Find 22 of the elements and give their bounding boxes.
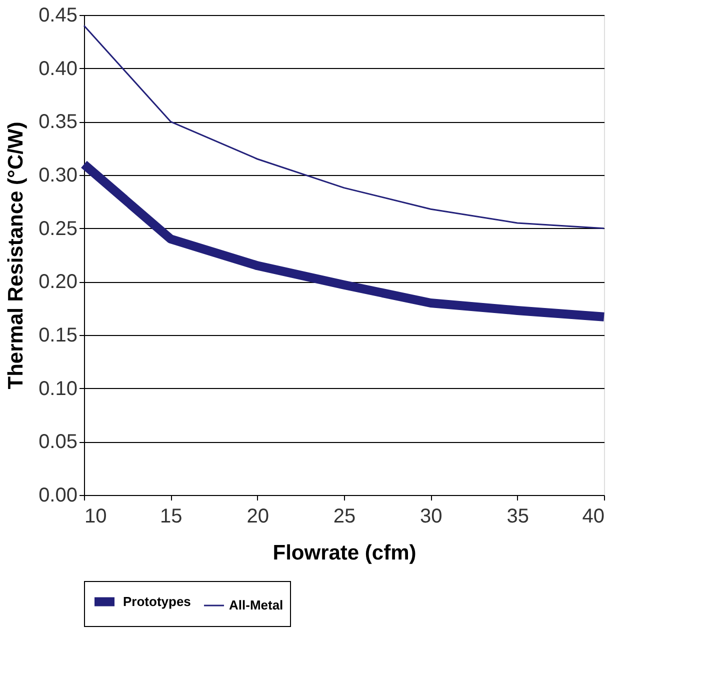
legend-label: Prototypes [123,594,191,609]
y-tick-label: 0.30 [38,164,78,186]
x-tick-label: 35 [506,506,529,528]
y-tick-label: 0.45 [38,4,78,26]
y-tick-label: 0.40 [38,58,78,80]
x-tick-label: 25 [333,506,356,528]
x-tick-label: 15 [160,506,182,528]
y-tick-label: 0.00 [38,484,78,506]
x-tick-label: 30 [420,506,442,528]
x-tick-label: 40 [582,506,604,528]
x-tick-label: 10 [84,506,107,528]
line-series [83,24,605,230]
y-tick-label: 0.10 [38,378,78,400]
y-tick-label: 0.35 [38,111,78,134]
y-tick-label: 0.05 [38,431,78,454]
y-tick-label: 0.20 [38,271,78,294]
x-axis-title: Flowrate (cfm) [272,542,416,564]
y-tick-label: 0.15 [38,324,78,346]
x-tick-label: 20 [246,506,269,528]
legend-label: All-Metal [229,598,284,612]
y-axis-title: Thermal Resistance (°C/W) [4,122,28,390]
y-tick-label: 0.25 [38,218,78,240]
